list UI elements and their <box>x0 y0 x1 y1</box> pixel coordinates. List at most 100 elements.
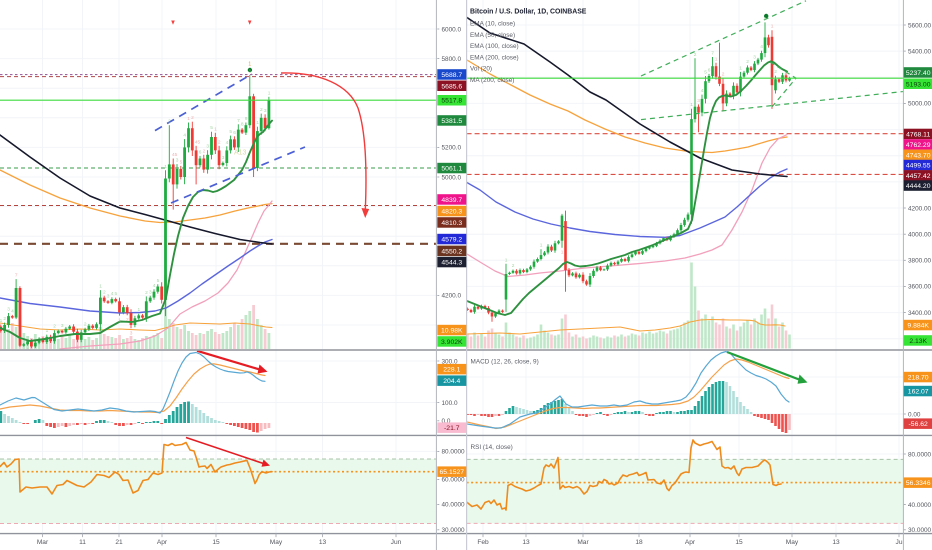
svg-text:2: 2 <box>84 321 87 327</box>
svg-text:Mar: Mar <box>37 539 49 546</box>
svg-text:1: 1 <box>690 102 693 108</box>
svg-text:4: 4 <box>11 308 14 314</box>
svg-text:2: 2 <box>746 59 749 65</box>
svg-text:EMA (50, close): EMA (50, close) <box>470 32 515 39</box>
svg-text:1: 1 <box>46 328 49 334</box>
svg-text:A13: A13 <box>234 150 247 157</box>
svg-text:Apr: Apr <box>685 539 696 546</box>
svg-text:4457.42: 4457.42 <box>906 173 931 180</box>
svg-text:4839.7: 4839.7 <box>441 197 462 204</box>
svg-text:2: 2 <box>203 148 206 154</box>
svg-text:6: 6 <box>233 130 236 136</box>
svg-text:2: 2 <box>694 52 697 58</box>
svg-text:1: 1 <box>76 344 79 350</box>
svg-text:4762.29: 4762.29 <box>906 142 931 149</box>
svg-text:5688.7: 5688.7 <box>441 72 462 79</box>
svg-text:4: 4 <box>111 291 114 297</box>
svg-text:EMA (10, close): EMA (10, close) <box>470 21 515 28</box>
svg-text:3400.00: 3400.00 <box>908 310 932 317</box>
svg-text:5517.8: 5517.8 <box>441 98 462 105</box>
svg-text:60.0000: 60.0000 <box>442 477 466 484</box>
svg-text:1: 1 <box>268 90 271 96</box>
svg-text:1: 1 <box>715 56 718 62</box>
svg-text:5000.0: 5000.0 <box>442 174 462 181</box>
svg-text:1: 1 <box>99 284 102 290</box>
svg-text:Jun: Jun <box>391 539 402 546</box>
svg-text:4200.0: 4200.0 <box>442 293 462 300</box>
svg-text:15: 15 <box>735 539 743 546</box>
svg-text:56.3346: 56.3346 <box>906 480 931 487</box>
svg-text:2: 2 <box>26 348 29 354</box>
svg-text:3: 3 <box>206 144 209 150</box>
svg-text:40.0000: 40.0000 <box>442 502 466 509</box>
svg-text:0.0: 0.0 <box>442 418 451 425</box>
svg-text:4550.2: 4550.2 <box>441 248 462 255</box>
svg-text:5: 5 <box>229 129 232 135</box>
svg-text:4: 4 <box>701 88 704 94</box>
svg-text:5193.00: 5193.00 <box>906 81 931 88</box>
svg-text:3: 3 <box>149 289 152 295</box>
svg-text:13: 13 <box>832 539 840 546</box>
svg-text:4820.3: 4820.3 <box>441 209 462 216</box>
svg-text:5600.00: 5600.00 <box>908 22 932 29</box>
svg-text:5: 5 <box>157 278 160 284</box>
svg-text:5: 5 <box>764 16 767 22</box>
svg-text:1: 1 <box>23 349 26 355</box>
svg-text:2: 2 <box>722 72 725 78</box>
svg-text:162.07: 162.07 <box>908 389 929 396</box>
svg-text:3: 3 <box>7 307 10 313</box>
svg-text:3: 3 <box>264 108 267 114</box>
svg-text:11: 11 <box>79 539 86 546</box>
svg-text:300.0: 300.0 <box>442 358 458 365</box>
svg-text:-21.7: -21.7 <box>444 425 460 432</box>
svg-text:3600.00: 3600.00 <box>908 284 932 291</box>
svg-text:1: 1 <box>138 307 141 313</box>
svg-text:4200.00: 4200.00 <box>908 205 932 212</box>
svg-text:6: 6 <box>199 149 202 155</box>
svg-text:Mar: Mar <box>577 539 589 546</box>
svg-text:3: 3 <box>753 55 756 61</box>
svg-text:1: 1 <box>0 318 3 324</box>
svg-text:9: 9 <box>245 116 248 122</box>
svg-text:2: 2 <box>145 290 148 296</box>
svg-text:5: 5 <box>210 125 213 131</box>
svg-text:May: May <box>786 539 799 546</box>
svg-text:4768.11: 4768.11 <box>906 131 930 138</box>
svg-text:7: 7 <box>711 51 714 57</box>
svg-text:5061.1: 5061.1 <box>441 166 462 173</box>
svg-text:Vol (20): Vol (20) <box>470 66 492 73</box>
svg-text:9.884K: 9.884K <box>907 323 929 330</box>
svg-text:7: 7 <box>15 273 18 279</box>
svg-text:4: 4 <box>183 133 186 139</box>
svg-text:30.0000: 30.0000 <box>442 527 466 534</box>
svg-text:2: 2 <box>168 119 171 125</box>
svg-text:2.13K: 2.13K <box>909 338 927 345</box>
svg-text:0.00: 0.00 <box>908 411 921 418</box>
svg-text:-56.62: -56.62 <box>909 421 928 428</box>
svg-text:1: 1 <box>739 65 742 71</box>
svg-text:5: 5 <box>115 291 118 297</box>
svg-text:4: 4 <box>153 283 156 289</box>
svg-text:8: 8 <box>241 122 244 128</box>
svg-text:1: 1 <box>164 164 167 170</box>
svg-text:13: 13 <box>522 539 530 546</box>
svg-text:Bitcoin / U.S. Dollar, 1D, COI: Bitcoin / U.S. Dollar, 1D, COINBASE <box>470 9 587 16</box>
svg-text:4444.20: 4444.20 <box>906 183 931 190</box>
svg-text:1: 1 <box>118 318 121 324</box>
svg-text:6: 6 <box>708 67 711 73</box>
svg-text:2: 2 <box>218 139 221 145</box>
svg-text:3: 3 <box>107 294 110 300</box>
svg-text:10.98K: 10.98K <box>441 328 463 335</box>
svg-text:3: 3 <box>61 323 64 329</box>
svg-text:2: 2 <box>191 115 194 121</box>
svg-text:MACD (12, 26, close, 9): MACD (12, 26, close, 9) <box>471 359 539 366</box>
svg-text:4544.3: 4544.3 <box>441 260 462 267</box>
svg-text:7: 7 <box>237 118 240 124</box>
svg-text:1: 1 <box>771 24 774 30</box>
svg-text:204.4: 204.4 <box>443 378 460 385</box>
svg-text:4499.55: 4499.55 <box>906 163 931 170</box>
svg-text:228.1: 228.1 <box>443 367 460 374</box>
svg-text:May: May <box>270 539 283 546</box>
svg-text:4810.3: 4810.3 <box>441 220 462 227</box>
svg-text:1: 1 <box>214 126 217 132</box>
